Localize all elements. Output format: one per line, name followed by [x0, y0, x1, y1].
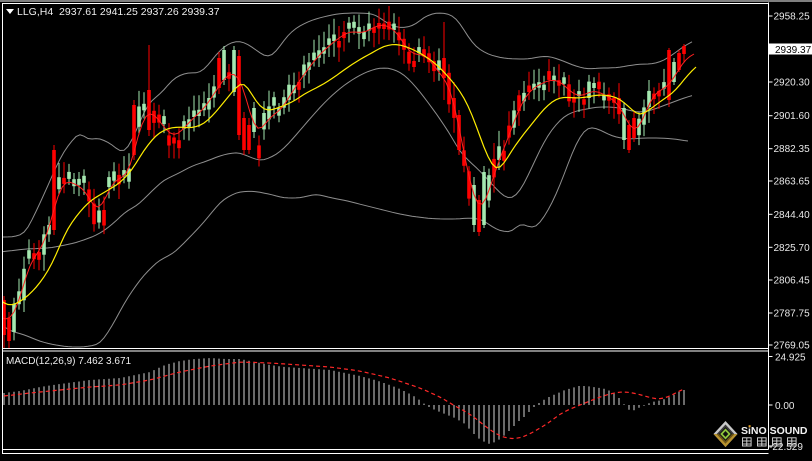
- svg-text:24.925: 24.925: [775, 353, 806, 364]
- svg-text:SiNO SOUND: SiNO SOUND: [741, 425, 808, 437]
- svg-text:-22.529: -22.529: [769, 442, 803, 453]
- svg-text:2806.45: 2806.45: [774, 276, 811, 287]
- svg-text:LLG,H4 2937.61 2941.25 2937.2: LLG,H4 2937.61 2941.25 2937.26 2939.37: [17, 6, 220, 18]
- svg-text:2920.30: 2920.30: [774, 78, 811, 89]
- svg-text:0.00: 0.00: [775, 401, 795, 412]
- svg-text:2787.75: 2787.75: [774, 309, 811, 320]
- svg-text:2882.35: 2882.35: [774, 144, 811, 155]
- svg-text:2901.60: 2901.60: [774, 111, 811, 122]
- svg-text:2939.37: 2939.37: [775, 45, 812, 56]
- svg-text:2769.05: 2769.05: [774, 341, 811, 352]
- svg-text:2958.25: 2958.25: [774, 12, 811, 23]
- svg-text:2825.70: 2825.70: [774, 243, 811, 254]
- svg-text:2844.40: 2844.40: [774, 210, 811, 221]
- svg-text:MACD(12,26,9) 7.462 3.671: MACD(12,26,9) 7.462 3.671: [6, 356, 132, 367]
- svg-text:2863.65: 2863.65: [774, 177, 811, 188]
